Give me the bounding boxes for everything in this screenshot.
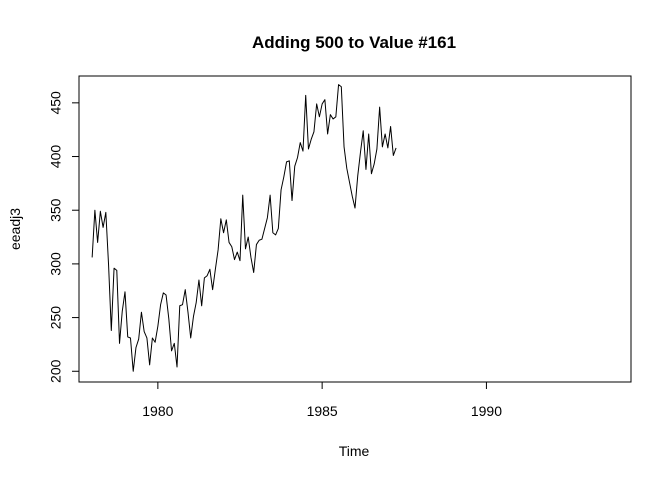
y-tick-label: 400 (48, 145, 64, 169)
y-axis: 200 250 300 350 400 450 (48, 91, 80, 383)
y-tick-label: 250 (48, 306, 64, 330)
x-tick-label: 1985 (307, 403, 338, 419)
y-tick-label: 450 (48, 91, 64, 115)
x-axis-label: Time (339, 443, 370, 459)
y-tick-label: 350 (48, 198, 64, 222)
y-tick-label: 300 (48, 252, 64, 276)
series-line (91, 84, 397, 372)
chart-title: Adding 500 to Value #161 (252, 33, 456, 52)
x-axis: 1980 1985 1990 (142, 381, 502, 419)
x-tick-label: 1990 (471, 403, 502, 419)
x-tick-label: 1980 (142, 403, 173, 419)
plot-frame (78, 75, 632, 383)
y-tick-label: 200 (48, 359, 64, 383)
series-layer (91, 84, 397, 372)
y-axis-label: eeadj3 (7, 208, 23, 250)
